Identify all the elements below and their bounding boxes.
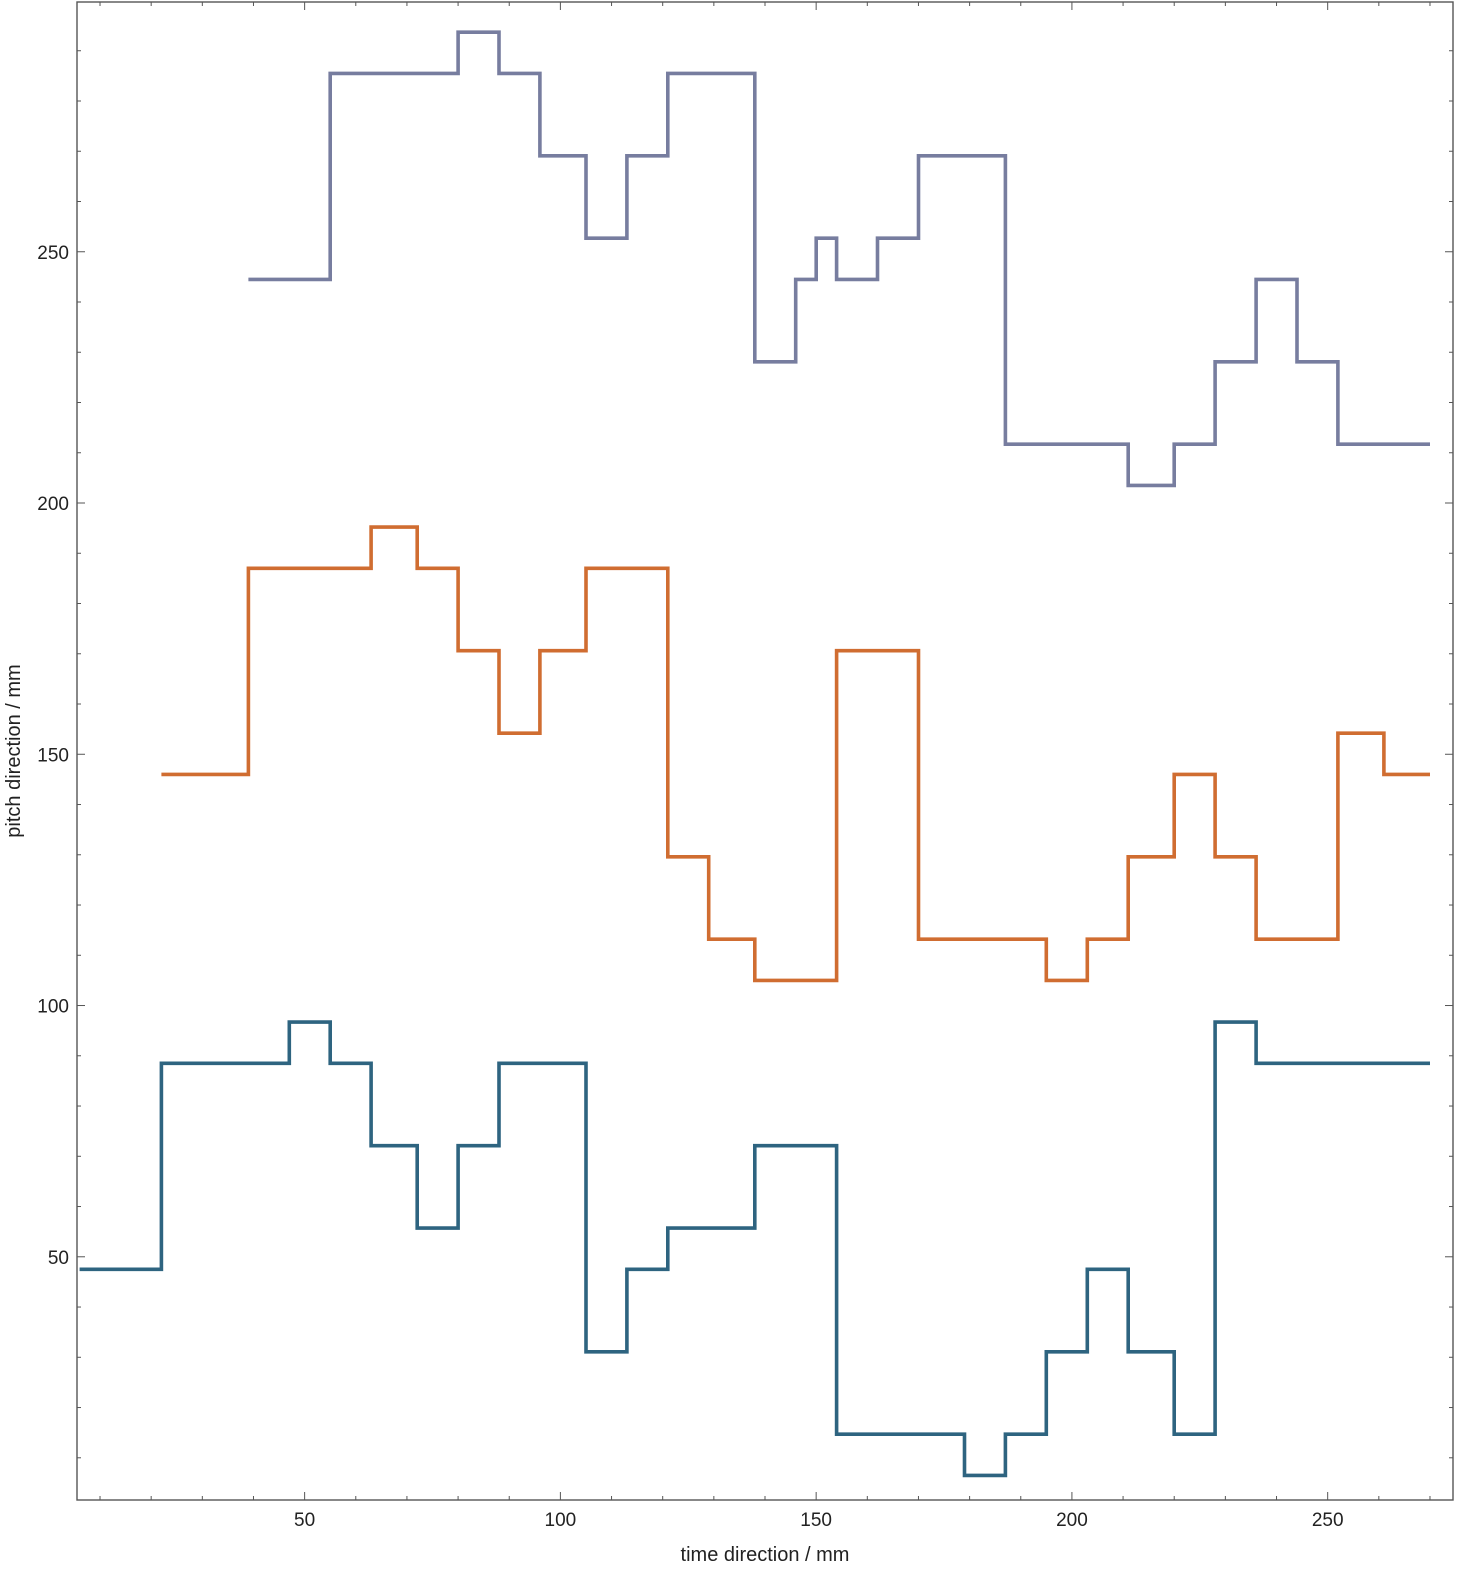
x-tick-label: 50 <box>294 1510 315 1531</box>
x-tick-label: 100 <box>545 1510 577 1531</box>
y-tick-label: 50 <box>48 1248 69 1269</box>
x-axis-label: time direction / mm <box>681 1544 850 1566</box>
x-tick-label: 150 <box>800 1510 832 1531</box>
ticks-layer: 50 100 150 200 250 50 100 150 200 250 <box>37 2 1453 1531</box>
plot-frame <box>76 1 1454 1501</box>
y-axis-label: pitch direction / mm <box>3 664 25 837</box>
x-tick-label: 250 <box>1312 1510 1344 1531</box>
y-tick-label: 150 <box>37 745 69 766</box>
series-line-2 <box>161 525 1430 983</box>
y-tick-label: 100 <box>37 997 69 1018</box>
series-line-1 <box>79 1020 1430 1478</box>
y-tick-label: 250 <box>37 243 69 264</box>
x-tick-label: 200 <box>1056 1510 1088 1531</box>
series-line-3 <box>248 30 1430 488</box>
y-tick-label: 200 <box>37 494 69 515</box>
series-layer <box>79 30 1430 1478</box>
